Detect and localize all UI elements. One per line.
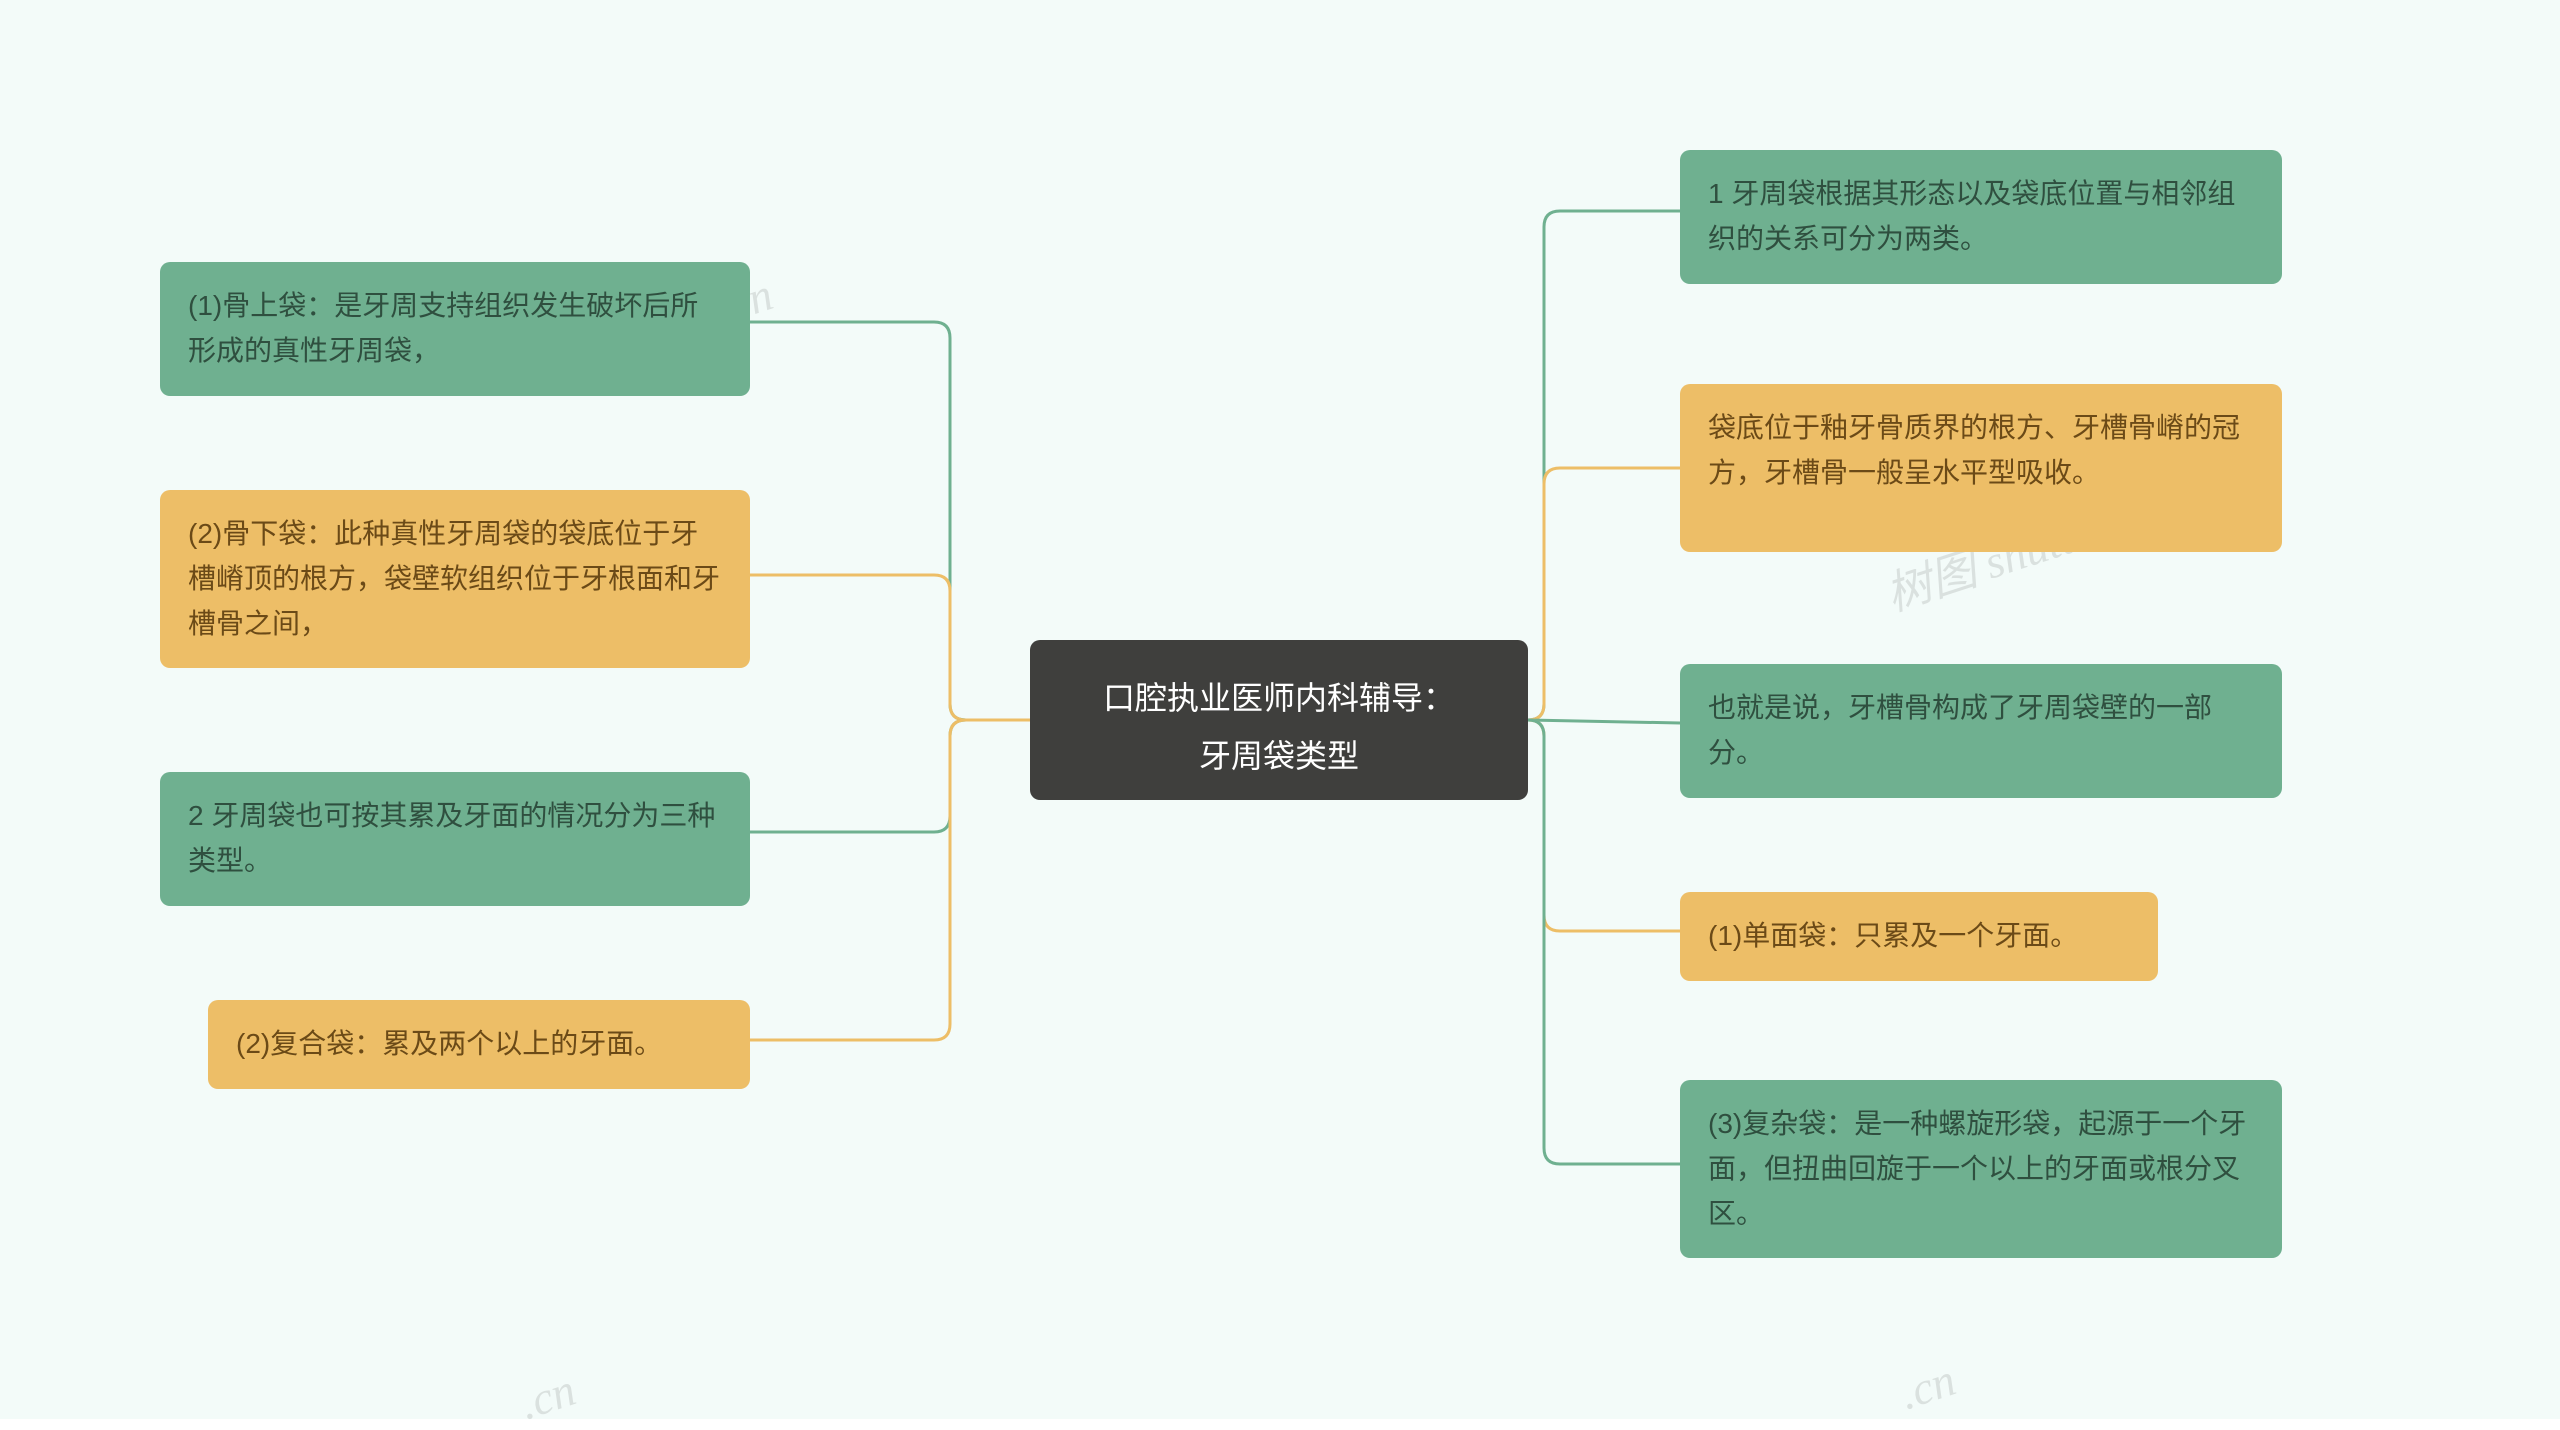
- right-node-1: 1 牙周袋根据其形态以及袋底位置与相邻组织的关系可分为两类。: [1680, 150, 2282, 284]
- left-node-4: (2)复合袋：累及两个以上的牙面。: [208, 1000, 750, 1089]
- connector-right-4: [1528, 720, 1680, 931]
- right-node-5: (3)复杂袋：是一种螺旋形袋，起源于一个牙面，但扭曲回旋于一个以上的牙面或根分叉…: [1680, 1080, 2282, 1258]
- right-node-1-text: 1 牙周袋根据其形态以及袋底位置与相邻组织的关系可分为两类。: [1708, 178, 2235, 254]
- left-node-4-text: (2)复合袋：累及两个以上的牙面。: [236, 1028, 662, 1059]
- connector-right-1: [1528, 211, 1680, 720]
- right-node-3: 也就是说，牙槽骨构成了牙周袋壁的一部分。: [1680, 664, 2282, 798]
- center-title-line1: 口腔执业医师内科辅导：: [1070, 670, 1488, 728]
- left-node-3-text: 2 牙周袋也可按其累及牙面的情况分为三种类型。: [188, 800, 715, 876]
- left-node-3: 2 牙周袋也可按其累及牙面的情况分为三种类型。: [160, 772, 750, 906]
- left-node-2-text: (2)骨下袋：此种真性牙周袋的袋底位于牙槽嵴顶的根方，袋壁软组织位于牙根面和牙槽…: [188, 518, 720, 639]
- right-node-5-text: (3)复杂袋：是一种螺旋形袋，起源于一个牙面，但扭曲回旋于一个以上的牙面或根分叉…: [1708, 1108, 2246, 1229]
- watermark: .cn: [513, 1363, 582, 1430]
- connector-left-2: [750, 575, 1030, 720]
- connector-right-2: [1528, 468, 1680, 720]
- watermark: .cn: [1893, 1353, 1962, 1420]
- connector-left-3: [750, 720, 1030, 832]
- mindmap-canvas: 树图 shutu.cnshutu.cn树图 shutu.cn.cn.cn口腔执业…: [0, 0, 2560, 1419]
- right-node-4: (1)单面袋：只累及一个牙面。: [1680, 892, 2158, 981]
- center-title-line2: 牙周袋类型: [1070, 728, 1488, 786]
- connector-left-4: [750, 720, 1030, 1040]
- left-node-1-text: (1)骨上袋：是牙周支持组织发生破坏后所形成的真性牙周袋，: [188, 290, 698, 366]
- center-node: 口腔执业医师内科辅导：牙周袋类型: [1030, 640, 1528, 800]
- right-node-2: 袋底位于釉牙骨质界的根方、牙槽骨嵴的冠方，牙槽骨一般呈水平型吸收。: [1680, 384, 2282, 552]
- connector-right-3: [1528, 720, 1680, 723]
- connector-left-1: [750, 322, 1030, 720]
- right-node-3-text: 也就是说，牙槽骨构成了牙周袋壁的一部分。: [1708, 692, 2212, 768]
- connector-right-5: [1528, 720, 1680, 1164]
- right-node-4-text: (1)单面袋：只累及一个牙面。: [1708, 920, 2078, 951]
- left-node-2: (2)骨下袋：此种真性牙周袋的袋底位于牙槽嵴顶的根方，袋壁软组织位于牙根面和牙槽…: [160, 490, 750, 668]
- left-node-1: (1)骨上袋：是牙周支持组织发生破坏后所形成的真性牙周袋，: [160, 262, 750, 396]
- right-node-2-text: 袋底位于釉牙骨质界的根方、牙槽骨嵴的冠方，牙槽骨一般呈水平型吸收。: [1708, 412, 2240, 488]
